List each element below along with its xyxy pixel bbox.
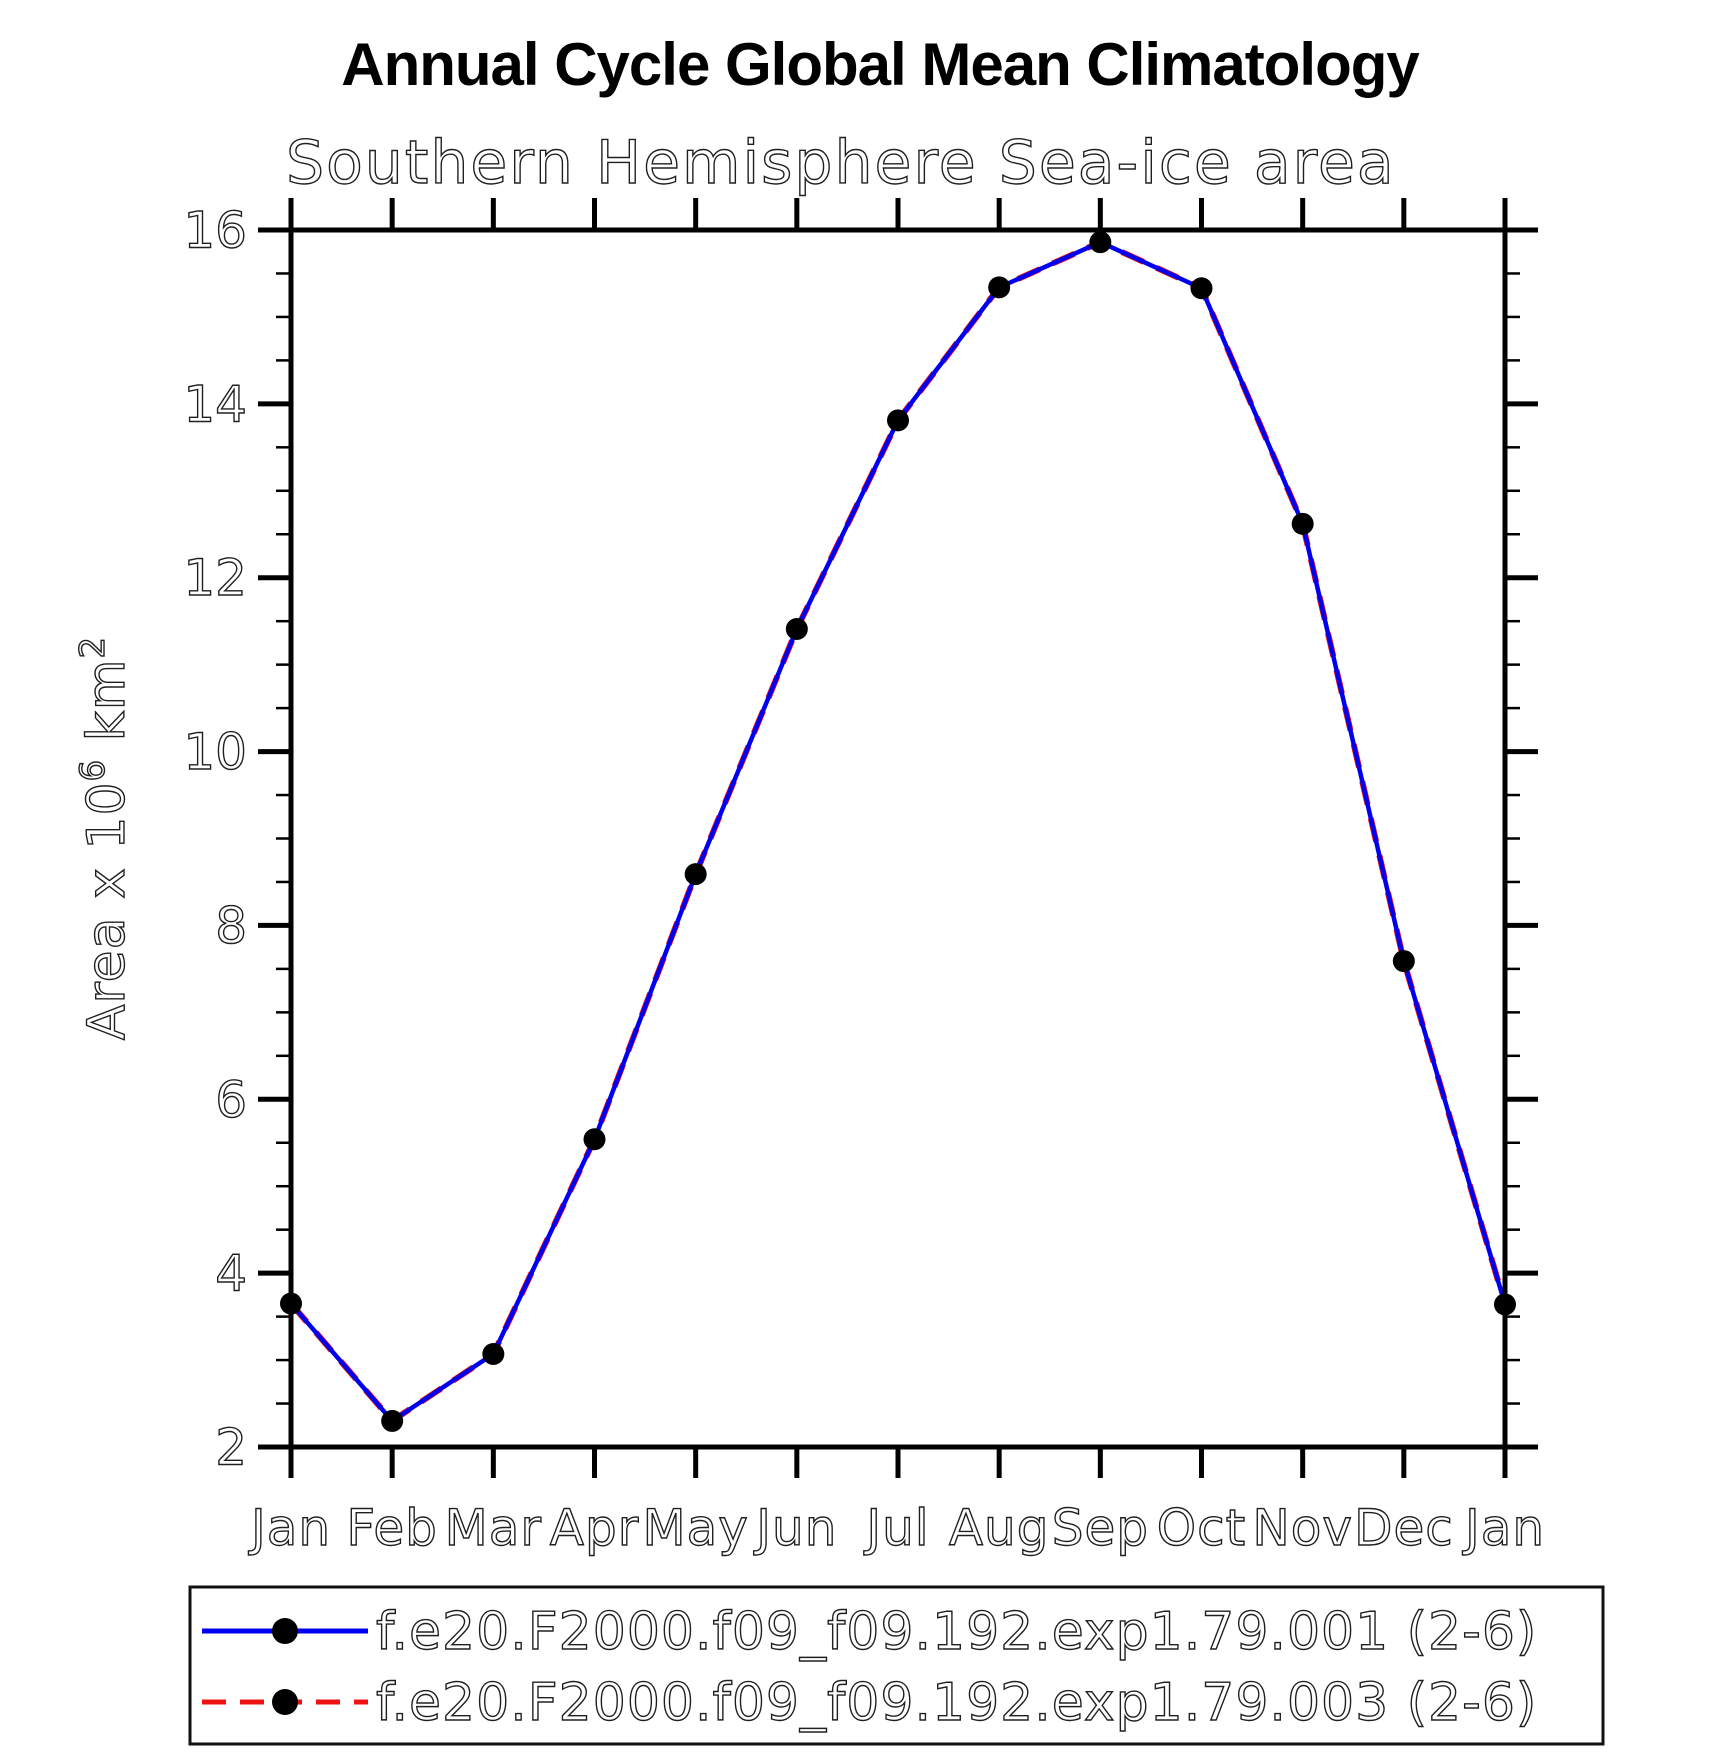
plot-frame — [288, 227, 1508, 1450]
x-tick-label: Dec — [1354, 1499, 1454, 1557]
x-tick-label: Aug — [949, 1499, 1050, 1557]
x-tick-label: Oct — [1157, 1499, 1246, 1557]
y-axis-label-units: km — [77, 659, 137, 759]
data-point-marker — [887, 409, 909, 432]
y-tick-label: 2 — [215, 1419, 247, 1477]
y-axis-label-text: Area x 10 — [77, 781, 137, 1040]
chart-subtitle: Southern Hemisphere Sea-ice area — [286, 128, 1396, 198]
x-tick-label: Jan — [1462, 1499, 1545, 1557]
x-tick-label: Feb — [346, 1499, 438, 1557]
x-tick-label: Nov — [1252, 1499, 1353, 1557]
legend-line-samples — [202, 1618, 368, 1715]
x-tick-labels: Jan Feb Mar Apr May Jun Jul Aug Sep Oct Nov Dec Jan — [247, 1498, 1545, 1557]
x-tick-label: Jun — [753, 1499, 837, 1557]
data-point-marker — [381, 1409, 404, 1432]
y-axis-label-superscript-6: 6 — [73, 759, 113, 782]
legend-box — [188, 1585, 1605, 1746]
data-point-marker — [482, 1342, 505, 1365]
x-tick-label: May — [642, 1499, 748, 1557]
data-point-marker — [1190, 277, 1213, 300]
y-tick-label: 6 — [215, 1071, 247, 1129]
y-tick-label: 8 — [215, 897, 247, 955]
data-point-marker — [583, 1128, 606, 1151]
x-tick-label: Apr — [550, 1499, 640, 1557]
legend: f.e20.F2000.f09_f09.192.exp1.79.001 (2-6… — [188, 1585, 1605, 1746]
data-point-marker — [684, 863, 707, 886]
x-tick-label: Mar — [445, 1499, 542, 1557]
legend-label-series-1: f.e20.F2000.f09_f09.192.exp1.79.001 (2-6… — [376, 1602, 1537, 1662]
axis-ticks — [258, 198, 1538, 1478]
data-point-marker — [1291, 512, 1314, 535]
data-point-marker — [988, 276, 1011, 299]
x-tick-label: Sep — [1052, 1499, 1149, 1557]
y-tick-label: 12 — [183, 549, 247, 607]
y-tick-label: 4 — [215, 1245, 247, 1303]
legend-sample-marker-1 — [272, 1618, 298, 1644]
x-tick-label: Jan — [248, 1499, 331, 1557]
y-tick-label: 10 — [183, 723, 247, 781]
legend-label-series-2: f.e20.F2000.f09_f09.192.exp1.79.003 (2-6… — [376, 1673, 1537, 1733]
y-tick-label: 14 — [183, 375, 247, 433]
data-point-marker — [1392, 950, 1415, 973]
chart-title: Annual Cycle Global Mean Climatology — [341, 31, 1420, 98]
y-tick-label: 16 — [183, 202, 247, 260]
data-series — [280, 231, 1516, 1432]
data-point-marker — [1089, 231, 1112, 254]
data-point-marker — [785, 618, 808, 641]
y-axis-label: Area x 106 km2 — [73, 636, 137, 1040]
y-tick-labels: 2 4 6 8 10 12 14 16 — [183, 201, 248, 1477]
x-tick-label: Jul — [863, 1499, 929, 1557]
legend-sample-marker-2 — [272, 1689, 298, 1715]
y-axis-label-superscript-2: 2 — [73, 636, 113, 659]
